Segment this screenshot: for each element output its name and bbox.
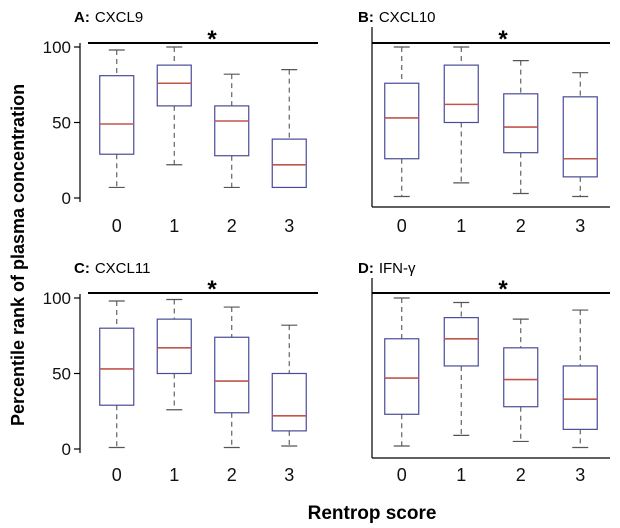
iqr-box xyxy=(443,317,479,367)
x-tick-label: 2 xyxy=(516,465,526,485)
panel-name: CXCL9 xyxy=(95,9,143,26)
y-tick-label: 100 xyxy=(43,38,71,57)
iqr-box xyxy=(99,327,135,406)
box-1 xyxy=(156,298,192,411)
box-1 xyxy=(443,301,479,437)
iqr-box xyxy=(214,336,250,414)
x-tick-label: 2 xyxy=(227,465,237,485)
significance-star: * xyxy=(207,276,217,303)
box-3 xyxy=(562,309,598,449)
x-tick-label: 0 xyxy=(112,216,122,236)
y-tick-label: 100 xyxy=(43,289,71,308)
y-axis-label: Percentile rank of plasma concentration xyxy=(8,84,28,426)
iqr-box xyxy=(503,93,539,154)
y-tick-label: 50 xyxy=(52,114,71,133)
x-tick-label: 0 xyxy=(397,216,407,236)
box-3 xyxy=(271,69,307,189)
panel-name: CXCL11 xyxy=(95,260,151,277)
panel-3: C: CXCL11 0 50 100 * 0 1 2 3 xyxy=(43,260,318,485)
x-axis-label: Rentrop score xyxy=(308,503,437,524)
x-tick-label: 1 xyxy=(169,465,179,485)
x-tick-label: 1 xyxy=(456,216,466,236)
box-0 xyxy=(384,46,420,198)
box-2 xyxy=(214,73,250,189)
x-tick-label: 3 xyxy=(284,465,294,485)
panel-title: C: CXCL11 xyxy=(74,260,150,277)
iqr-box xyxy=(562,96,598,178)
iqr-box xyxy=(271,372,307,432)
iqr-box xyxy=(384,82,420,160)
panel-title: D: IFN-γ xyxy=(358,260,416,277)
iqr-box xyxy=(271,138,307,189)
panel-title: A: CXCL9 xyxy=(74,9,143,26)
iqr-box xyxy=(384,338,420,415)
panel-letter: A: xyxy=(74,9,90,26)
panel-letter: B: xyxy=(358,9,374,26)
x-tick-label: 0 xyxy=(397,465,407,485)
x-tick-label: 3 xyxy=(284,216,294,236)
box-2 xyxy=(503,59,539,195)
box-3 xyxy=(271,324,307,447)
panel-name: CXCL10 xyxy=(379,9,436,26)
panel-2: B: CXCL10 * 0 1 2 3 xyxy=(358,9,610,236)
box-1 xyxy=(443,46,479,184)
panel-title: B: CXCL10 xyxy=(358,9,436,26)
box-3 xyxy=(562,72,598,198)
panel-4: D: IFN-γ * 0 1 2 3 xyxy=(358,260,610,485)
box-1 xyxy=(156,46,192,166)
iqr-box xyxy=(156,318,192,375)
iqr-box xyxy=(214,105,250,157)
iqr-box xyxy=(562,365,598,430)
box-2 xyxy=(503,318,539,443)
panel-letter: D: xyxy=(358,260,374,277)
y-tick-label: 0 xyxy=(62,440,71,459)
x-tick-label: 2 xyxy=(227,216,237,236)
x-tick-label: 3 xyxy=(575,465,585,485)
panel-letter: C: xyxy=(74,260,90,277)
iqr-box xyxy=(156,64,192,107)
iqr-box xyxy=(99,75,135,155)
x-tick-label: 3 xyxy=(575,216,585,236)
x-tick-label: 1 xyxy=(169,216,179,236)
y-tick-label: 50 xyxy=(52,365,71,384)
iqr-box xyxy=(503,347,539,408)
significance-star: * xyxy=(498,26,508,53)
x-tick-label: 2 xyxy=(516,216,526,236)
panel-name: IFN-γ xyxy=(379,260,416,277)
panel-1: A: CXCL9 0 50 100 * 0 1 2 3 xyxy=(43,9,318,236)
significance-star: * xyxy=(498,276,508,303)
iqr-box xyxy=(443,64,479,124)
y-tick-label: 0 xyxy=(62,189,71,208)
x-tick-label: 0 xyxy=(112,465,122,485)
box-0 xyxy=(384,297,420,447)
box-0 xyxy=(99,300,135,449)
box-2 xyxy=(214,306,250,449)
box-0 xyxy=(99,49,135,189)
x-tick-label: 1 xyxy=(456,465,466,485)
significance-star: * xyxy=(207,26,217,53)
